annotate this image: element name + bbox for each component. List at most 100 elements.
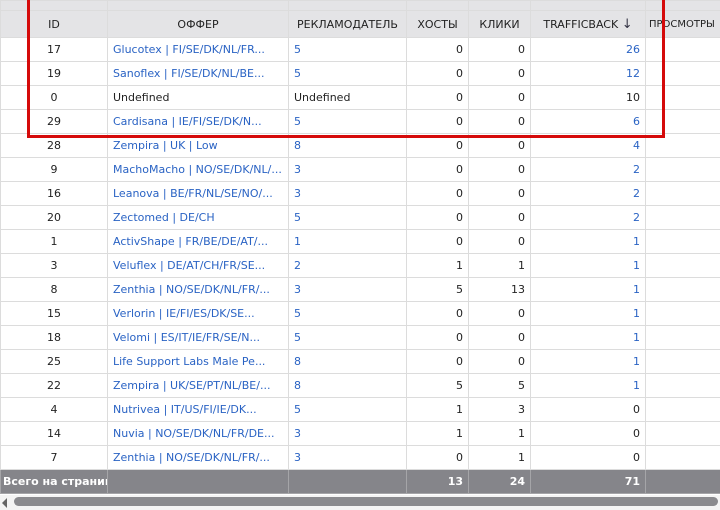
row-trafficback[interactable]: 2 (530, 157, 646, 182)
row-views (645, 229, 720, 254)
row-clicks: 0 (468, 181, 531, 206)
row-id: 14 (0, 421, 108, 446)
row-trafficback[interactable]: 1 (530, 349, 646, 374)
row-hosts: 0 (406, 61, 469, 86)
row-advertiser[interactable]: 3 (288, 445, 407, 470)
row-offer[interactable]: Leanova | BE/FR/NL/SE/NO/... (107, 181, 289, 206)
row-advertiser[interactable]: 5 (288, 205, 407, 230)
row-id: 15 (0, 301, 108, 326)
row-trafficback[interactable]: 6 (530, 109, 646, 134)
row-offer[interactable]: Glucotex | FI/SE/DK/NL/FR... (107, 37, 289, 62)
row-views (645, 205, 720, 230)
row-advertiser[interactable]: 3 (288, 421, 407, 446)
row-hosts: 1 (406, 253, 469, 278)
row-trafficback[interactable]: 26 (530, 37, 646, 62)
row-offer[interactable]: Cardisana | IE/FI/SE/DK/N... (107, 109, 289, 134)
row-advertiser[interactable]: 5 (288, 301, 407, 326)
row-trafficback[interactable]: 1 (530, 325, 646, 350)
row-trafficback[interactable]: 4 (530, 133, 646, 158)
row-trafficback[interactable]: 1 (530, 301, 646, 326)
row-offer[interactable]: Verlorin | IE/FI/ES/DK/SE... (107, 301, 289, 326)
row-trafficback[interactable]: 2 (530, 181, 646, 206)
col-header-trafficback-label: TRAFFICBACK (543, 17, 619, 31)
row-offer[interactable]: Zenthia | NO/SE/DK/NL/FR/... (107, 445, 289, 470)
row-offer[interactable]: ActivShape | FR/BE/DE/AT/... (107, 229, 289, 254)
row-views (645, 421, 720, 446)
row-offer[interactable]: Zempira | UK | Low (107, 133, 289, 158)
horizontal-scrollbar[interactable] (0, 495, 720, 510)
row-advertiser[interactable]: 5 (288, 325, 407, 350)
table-row: 20 Zectomed | DE/CH 5 0 0 2 (0, 205, 720, 230)
row-trafficback: 10 (530, 85, 646, 110)
row-advertiser[interactable]: 8 (288, 373, 407, 398)
row-offer[interactable]: MachoMacho | NO/SE/DK/NL/... (107, 157, 289, 182)
row-offer[interactable]: Veluflex | DE/AT/CH/FR/SE... (107, 253, 289, 278)
row-id: 3 (0, 253, 108, 278)
table-row: 25 Life Support Labs Male Pe... 8 0 0 1 (0, 349, 720, 374)
row-offer[interactable]: Velomi | ES/IT/IE/FR/SE/N... (107, 325, 289, 350)
row-trafficback: 0 (530, 445, 646, 470)
row-offer[interactable]: Nutrivea | IT/US/FI/IE/DK... (107, 397, 289, 422)
row-hosts: 0 (406, 445, 469, 470)
row-hosts: 0 (406, 205, 469, 230)
row-advertiser[interactable]: 3 (288, 157, 407, 182)
row-hosts: 0 (406, 109, 469, 134)
row-clicks: 0 (468, 133, 531, 158)
row-offer[interactable]: Life Support Labs Male Pe... (107, 349, 289, 374)
row-advertiser[interactable]: 2 (288, 253, 407, 278)
row-trafficback[interactable]: 1 (530, 373, 646, 398)
row-advertiser[interactable]: 5 (288, 61, 407, 86)
row-views (645, 253, 720, 278)
row-views (645, 37, 720, 62)
row-id: 0 (0, 85, 108, 110)
row-hosts: 0 (406, 325, 469, 350)
row-id: 1 (0, 229, 108, 254)
row-advertiser[interactable]: 5 (288, 37, 407, 62)
scroll-left-icon[interactable] (2, 498, 7, 508)
row-trafficback[interactable]: 1 (530, 229, 646, 254)
col-header-trafficback[interactable]: TRAFFICBACK ↓ (530, 10, 646, 38)
table-row: 1 ActivShape | FR/BE/DE/AT/... 1 0 0 1 (0, 229, 720, 254)
row-trafficback[interactable]: 1 (530, 253, 646, 278)
row-views (645, 397, 720, 422)
row-advertiser[interactable]: 8 (288, 349, 407, 374)
row-advertiser[interactable]: 3 (288, 181, 407, 206)
row-offer[interactable]: Nuvia | NO/SE/DK/NL/FR/DE... (107, 421, 289, 446)
col-header-clicks[interactable]: КЛИКИ (468, 10, 531, 38)
row-advertiser[interactable]: 3 (288, 277, 407, 302)
row-clicks: 0 (468, 157, 531, 182)
footer-offer (107, 469, 289, 494)
row-views (645, 109, 720, 134)
footer-clicks-total: 24 (468, 469, 531, 494)
col-header-id[interactable]: ID (0, 10, 108, 38)
table-row: 15 Verlorin | IE/FI/ES/DK/SE... 5 0 0 1 (0, 301, 720, 326)
row-trafficback[interactable]: 1 (530, 277, 646, 302)
row-advertiser[interactable]: 5 (288, 397, 407, 422)
row-trafficback[interactable]: 12 (530, 61, 646, 86)
row-id: 16 (0, 181, 108, 206)
row-hosts: 0 (406, 37, 469, 62)
row-offer[interactable]: Zempira | UK/SE/PT/NL/BE/... (107, 373, 289, 398)
row-hosts: 0 (406, 229, 469, 254)
row-offer[interactable]: Sanoflex | FI/SE/DK/NL/BE... (107, 61, 289, 86)
row-offer[interactable]: Zectomed | DE/CH (107, 205, 289, 230)
col-header-views[interactable]: ПРОСМОТРЫ (645, 10, 720, 38)
row-advertiser[interactable]: 8 (288, 133, 407, 158)
col-header-hosts[interactable]: ХОСТЫ (406, 10, 469, 38)
table-row: 3 Veluflex | DE/AT/CH/FR/SE... 2 1 1 1 (0, 253, 720, 278)
row-hosts: 0 (406, 301, 469, 326)
row-hosts: 0 (406, 181, 469, 206)
row-clicks: 3 (468, 397, 531, 422)
table-row: 4 Nutrivea | IT/US/FI/IE/DK... 5 1 3 0 (0, 397, 720, 422)
row-offer[interactable]: Zenthia | NO/SE/DK/NL/FR/... (107, 277, 289, 302)
col-header-advertiser[interactable]: РЕКЛАМОДАТЕЛЬ (288, 10, 407, 38)
row-id: 20 (0, 205, 108, 230)
row-advertiser[interactable]: 1 (288, 229, 407, 254)
scrollbar-thumb[interactable] (14, 497, 718, 506)
col-header-offer[interactable]: ОФФЕР (107, 10, 289, 38)
row-clicks: 0 (468, 349, 531, 374)
row-trafficback[interactable]: 2 (530, 205, 646, 230)
row-advertiser[interactable]: 5 (288, 109, 407, 134)
row-clicks: 0 (468, 205, 531, 230)
footer-totals-row: Всего на странице 13 24 71 (0, 469, 720, 494)
